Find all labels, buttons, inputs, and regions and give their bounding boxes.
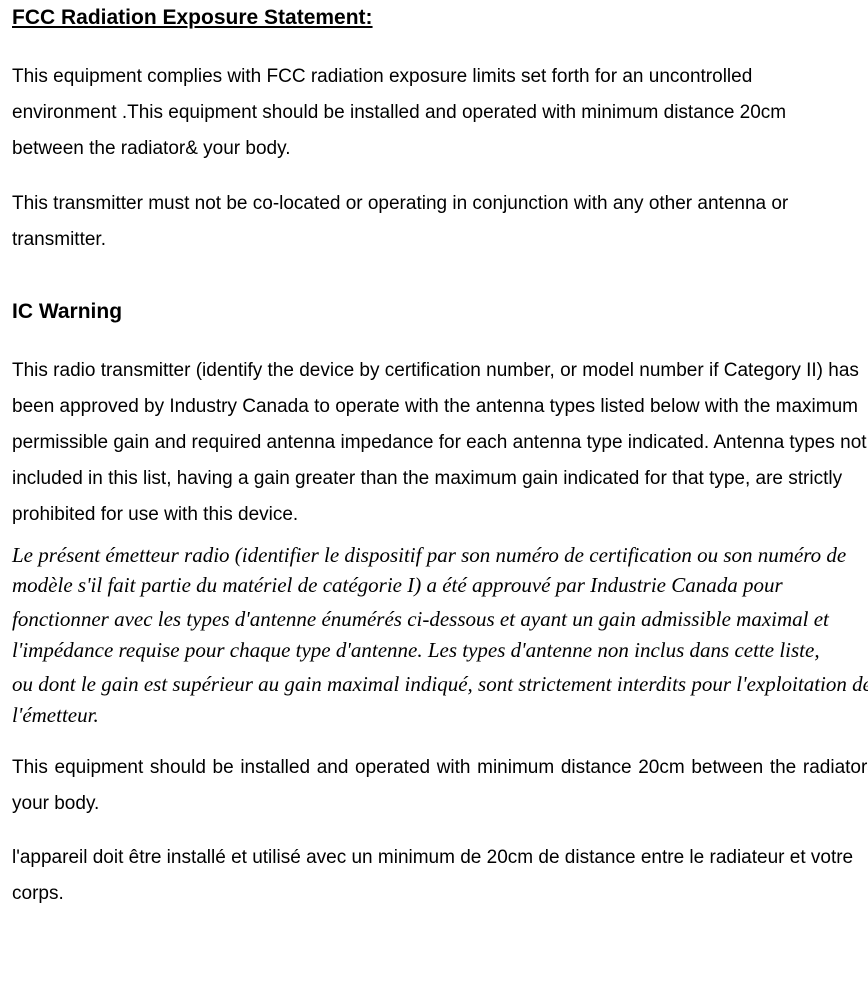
ic-paragraph-french-2: fonctionner avec les types d'antenne énu… <box>12 604 868 665</box>
ic-paragraph-english: This radio transmitter (identify the dev… <box>12 353 868 533</box>
fcc-paragraph-2: This transmitter must not be co-located … <box>12 186 868 258</box>
ic-heading: IC Warning <box>12 298 868 325</box>
ic-paragraph-french-1: Le présent émetteur radio (identifier le… <box>12 540 868 601</box>
fcc-heading: FCC Radiation Exposure Statement: <box>12 4 868 31</box>
distance-paragraph-french: l'appareil doit être installé et utilisé… <box>12 840 868 912</box>
fcc-paragraph-1: This equipment complies with FCC radiati… <box>12 59 832 167</box>
distance-paragraph-english: This equipment should be installed and o… <box>12 750 868 822</box>
ic-paragraph-french-3: ou dont le gain est supérieur au gain ma… <box>12 669 868 730</box>
